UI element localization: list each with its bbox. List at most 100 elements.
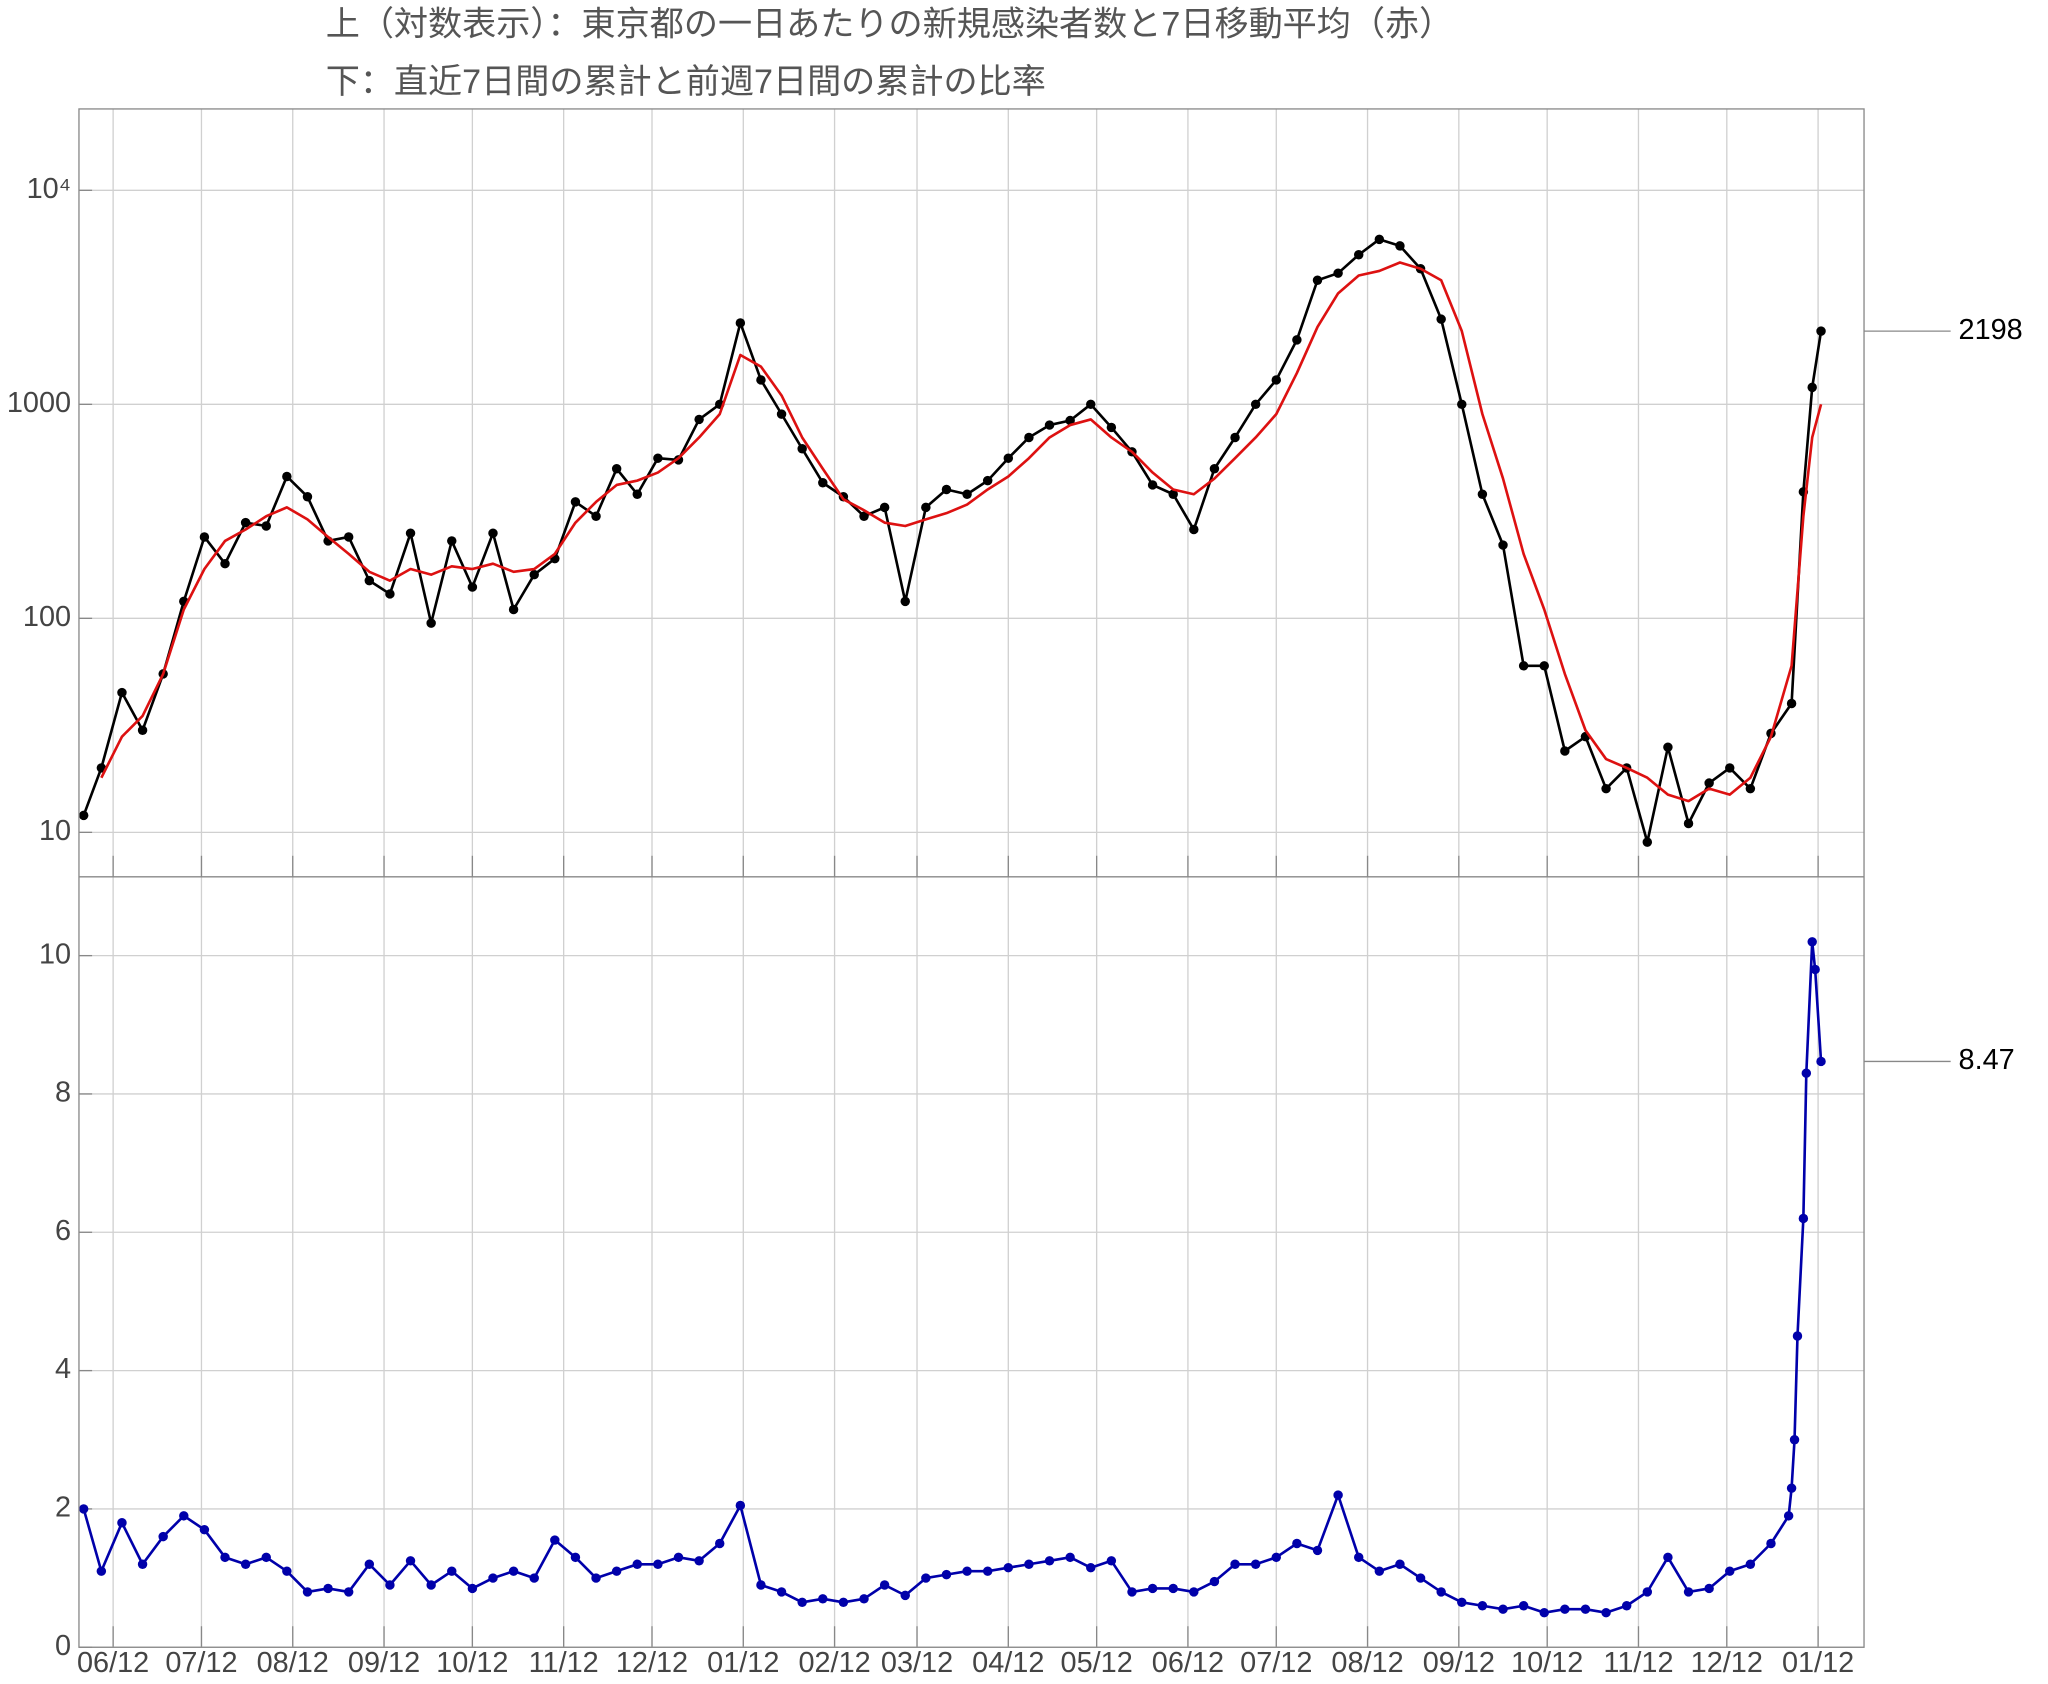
data-point xyxy=(797,1597,807,1608)
data-point xyxy=(385,1580,395,1590)
data-point xyxy=(179,1511,189,1521)
x-tick-label: 09/12 xyxy=(348,1647,420,1679)
data-point xyxy=(818,478,828,488)
data-point xyxy=(715,1538,725,1549)
data-point xyxy=(1725,1566,1735,1576)
data-point xyxy=(982,475,993,486)
data-point xyxy=(1766,1538,1776,1549)
data-point xyxy=(508,1566,519,1576)
data-point xyxy=(694,414,704,425)
data-point xyxy=(1292,1538,1302,1549)
data-point xyxy=(1816,326,1826,336)
y-tick-label: 10⁴ xyxy=(27,173,72,205)
data-point xyxy=(1498,1604,1508,1614)
x-tick-label: 11/12 xyxy=(1603,1647,1673,1679)
data-point xyxy=(1024,432,1034,443)
data-point xyxy=(385,589,395,599)
data-point xyxy=(1209,464,1220,474)
data-point xyxy=(1798,1213,1809,1224)
data-point xyxy=(1395,1559,1405,1569)
data-point xyxy=(1601,1607,1611,1618)
x-tick-label: 03/12 xyxy=(881,1647,953,1679)
data-point xyxy=(96,1566,107,1576)
series-line xyxy=(100,261,1823,803)
y-tick-label: 6 xyxy=(55,1215,71,1247)
data-point xyxy=(405,1556,416,1566)
data-point xyxy=(1663,742,1673,752)
data-point xyxy=(467,1583,478,1594)
data-point xyxy=(1024,1559,1034,1569)
x-tick-label: 10/12 xyxy=(1511,1647,1583,1679)
data-point xyxy=(1230,432,1240,443)
data-point xyxy=(1783,1511,1794,1521)
y-tick-label: 10 xyxy=(39,815,71,847)
data-point xyxy=(447,536,457,546)
data-point xyxy=(302,492,313,502)
data-point xyxy=(550,1535,560,1545)
data-point xyxy=(941,1569,952,1580)
data-point xyxy=(1271,375,1281,385)
title-line: 下：直近7日間の累計と前週7日間の累計の比率 xyxy=(326,63,1046,101)
y-tick-label: 4 xyxy=(55,1353,71,1385)
data-point xyxy=(78,1504,89,1514)
data-point xyxy=(1312,275,1323,285)
data-point xyxy=(1147,480,1158,490)
data-point xyxy=(982,1566,993,1576)
data-point xyxy=(1810,964,1820,975)
data-point xyxy=(1086,399,1096,410)
data-point xyxy=(261,521,271,531)
data-point xyxy=(1642,1587,1653,1597)
data-point xyxy=(364,575,375,586)
data-point xyxy=(1792,1331,1803,1341)
data-point xyxy=(1745,783,1756,794)
data-point xyxy=(1518,1601,1529,1611)
data-point xyxy=(900,596,910,607)
data-point xyxy=(117,687,127,698)
data-point xyxy=(962,1566,972,1576)
x-tick-label: 06/12 xyxy=(77,1647,149,1679)
data-point xyxy=(282,471,292,482)
data-point xyxy=(137,1559,148,1569)
data-point xyxy=(1292,335,1302,345)
data-point xyxy=(1786,698,1797,709)
x-tick-label: 11/12 xyxy=(529,1647,599,1679)
data-point xyxy=(611,1566,622,1576)
data-point xyxy=(323,1583,333,1594)
data-point xyxy=(879,502,890,513)
data-point xyxy=(1086,1562,1096,1573)
data-point xyxy=(611,464,622,474)
data-point xyxy=(1498,540,1508,550)
data-point xyxy=(632,1559,643,1569)
frame xyxy=(78,108,1865,1648)
x-tick-label: 12/12 xyxy=(616,1647,688,1679)
data-point xyxy=(1539,661,1549,671)
data-point xyxy=(1789,1435,1800,1445)
data-point xyxy=(1168,1583,1178,1594)
data-point xyxy=(735,318,746,328)
data-point xyxy=(488,1573,498,1583)
data-point xyxy=(240,1559,251,1569)
data-point xyxy=(1065,415,1075,426)
data-point xyxy=(673,1552,684,1563)
data-point xyxy=(1374,234,1385,245)
x-tick-label: 07/12 xyxy=(165,1647,237,1679)
data-point xyxy=(859,1594,869,1604)
data-point xyxy=(158,1531,168,1542)
data-point xyxy=(137,725,148,735)
data-point xyxy=(1683,818,1694,829)
data-point xyxy=(570,1552,581,1563)
end-label: 8.47 xyxy=(1959,1044,2015,1076)
data-point xyxy=(1271,1552,1281,1563)
y-tick-label: 1000 xyxy=(7,387,71,419)
data-point xyxy=(1477,1601,1488,1611)
data-point xyxy=(1230,1559,1240,1569)
x-tick-label: 12/12 xyxy=(1691,1647,1763,1679)
data-point xyxy=(1663,1552,1673,1563)
x-tick-label: 04/12 xyxy=(972,1647,1044,1679)
data-point xyxy=(1312,1545,1323,1556)
data-point xyxy=(1065,1552,1075,1563)
data-point xyxy=(1189,524,1199,535)
data-point xyxy=(1683,1587,1694,1597)
data-point xyxy=(78,810,89,821)
